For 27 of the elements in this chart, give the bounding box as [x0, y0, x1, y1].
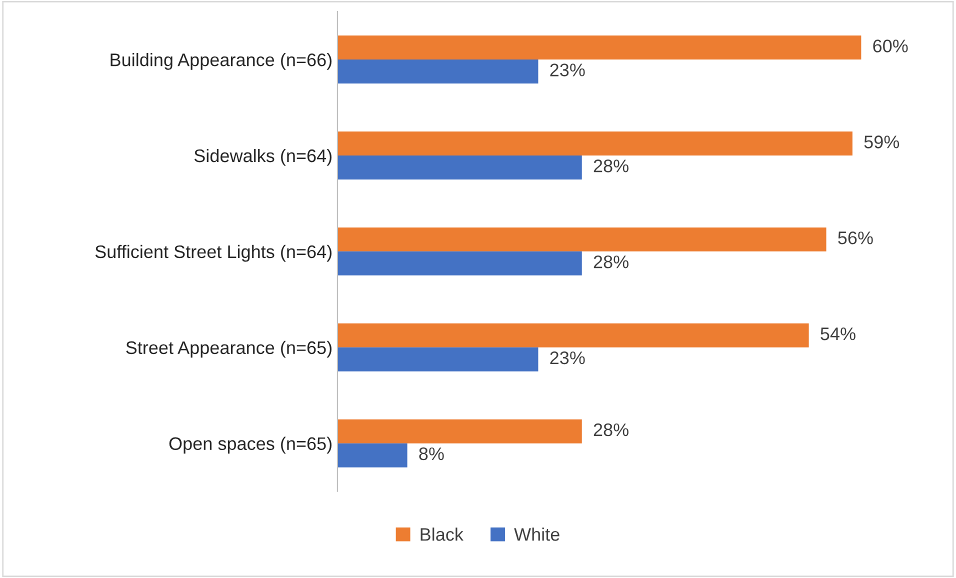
bar [337, 251, 582, 276]
y-tick-label: Sidewalks (n=64) [194, 148, 332, 166]
bar [337, 36, 862, 60]
y-tick-label: Street Appearance (n=65) [126, 340, 332, 358]
bar [337, 443, 408, 468]
bar [337, 419, 582, 444]
bar [337, 227, 826, 252]
data-label: 23% [550, 351, 585, 364]
data-label: 28% [594, 255, 628, 268]
bar [337, 323, 809, 348]
data-label: 28% [594, 160, 628, 172]
data-label: 8% [419, 447, 444, 460]
y-tick-label: Open spaces (n=65) [169, 436, 332, 454]
data-label: 60% [873, 40, 908, 52]
bar [337, 155, 582, 180]
y-tick-label: Sufficient Street Lights (n=64) [95, 244, 332, 262]
y-tick-label: Building Appearance (n=66) [110, 52, 332, 70]
data-label: 59% [864, 136, 900, 148]
data-label: 56% [838, 232, 873, 244]
bar [337, 131, 852, 156]
data-label: 23% [550, 64, 585, 76]
legend-label: Black [420, 528, 464, 541]
bar [337, 60, 538, 84]
bar [337, 347, 538, 372]
data-label: 28% [594, 423, 628, 436]
data-label: 54% [820, 328, 856, 340]
legend-label: White [514, 528, 560, 541]
